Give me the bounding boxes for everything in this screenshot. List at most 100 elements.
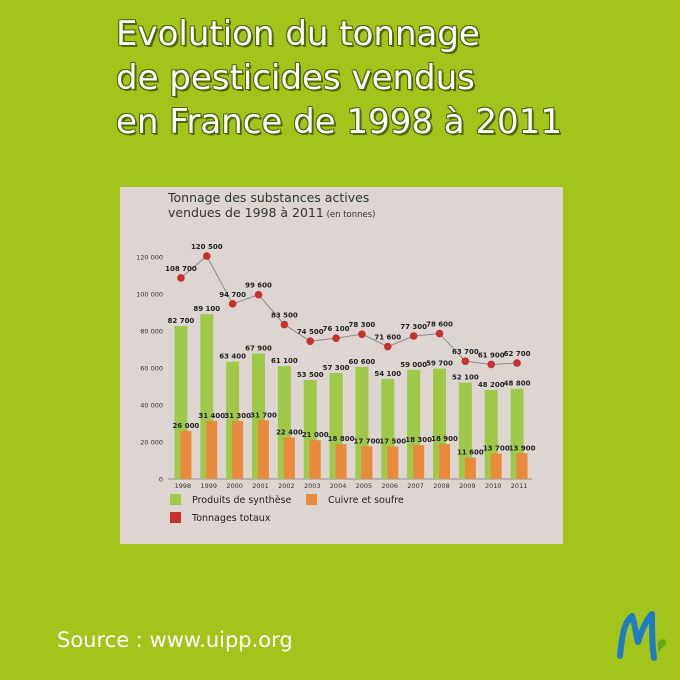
data-label-synthese: 59 000 — [400, 361, 427, 369]
x-tick-label: 2000 — [226, 482, 243, 490]
x-tick-label: 2003 — [304, 482, 321, 490]
data-label-totaux: 63 700 — [452, 348, 479, 356]
data-label-synthese: 82 700 — [168, 317, 195, 325]
point-tonnages-totaux — [228, 300, 237, 308]
point-tonnages-totaux — [409, 332, 418, 340]
title-line-1: Evolution du tonnage — [116, 14, 480, 54]
bar-cuivre-soufre — [283, 437, 295, 479]
data-label-totaux: 62 700 — [504, 350, 531, 358]
data-label-totaux: 83 500 — [271, 312, 298, 320]
y-tick-label: 120 000 — [136, 254, 163, 262]
bar-cuivre-soufre — [439, 444, 450, 479]
y-tick-label: 40 000 — [140, 402, 163, 410]
chart-panel: Tonnage des substances actives vendues de… — [120, 187, 563, 544]
legend-swatch — [170, 494, 181, 505]
data-label-synthese: 61 100 — [271, 357, 298, 365]
legend-label: Tonnages totaux — [191, 513, 271, 524]
data-label-cuivre: 31 300 — [224, 412, 251, 420]
bar-cuivre-soufre — [413, 445, 425, 479]
bar-cuivre-soufre — [309, 440, 321, 479]
page-title: Evolution du tonnage de pesticides vendu… — [116, 12, 636, 144]
point-tonnages-totaux — [435, 329, 444, 338]
bar-produits-synthese — [458, 382, 472, 479]
data-label-totaux: 120 500 — [191, 243, 223, 251]
data-label-synthese: 60 600 — [349, 358, 376, 366]
data-label-cuivre: 17 700 — [354, 437, 381, 445]
point-tonnages-totaux — [202, 252, 211, 260]
x-tick-label: 1999 — [201, 482, 218, 490]
x-tick-label: 2002 — [278, 482, 295, 490]
y-tick-label: 60 000 — [140, 365, 163, 373]
data-label-cuivre: 17 500 — [379, 438, 406, 446]
data-label-cuivre: 13 900 — [509, 444, 536, 452]
legend-swatch — [170, 512, 181, 523]
data-label-cuivre: 11 600 — [457, 449, 484, 457]
point-tonnages-totaux — [358, 330, 366, 338]
data-label-cuivre: 26 000 — [173, 422, 200, 430]
data-label-cuivre: 18 900 — [431, 435, 458, 443]
data-label-synthese: 48 800 — [504, 380, 531, 388]
bar-cuivre-soufre — [516, 453, 528, 479]
x-tick-label: 2010 — [485, 482, 502, 490]
data-label-cuivre: 18 800 — [328, 435, 355, 443]
chart-title: Tonnage des substances actives — [167, 190, 369, 205]
data-label-synthese: 59 700 — [426, 360, 453, 368]
title-line-3: en France de 1998 à 2011 — [116, 102, 562, 142]
x-tick-label: 2006 — [382, 482, 399, 490]
bar-cuivre-soufre — [180, 430, 192, 479]
bar-cuivre-soufre — [232, 421, 244, 479]
data-label-totaux: 78 600 — [426, 321, 453, 329]
chart-unit-note: (en tonnes) — [324, 210, 376, 220]
brand-logo-icon — [617, 611, 666, 661]
y-tick-label: 100 000 — [136, 291, 163, 299]
data-label-totaux: 76 100 — [323, 325, 350, 333]
point-tonnages-totaux — [332, 334, 340, 343]
point-tonnages-totaux — [383, 342, 392, 351]
data-label-synthese: 89 100 — [193, 305, 220, 313]
data-label-totaux: 99 600 — [245, 282, 272, 290]
bar-cuivre-soufre — [361, 446, 373, 479]
legend-label: Produits de synthèse — [192, 495, 291, 506]
data-label-totaux: 71 600 — [374, 334, 401, 342]
data-label-synthese: 67 900 — [245, 344, 272, 352]
legend-swatch — [306, 494, 317, 505]
data-label-totaux: 74 500 — [297, 328, 324, 336]
point-tonnages-totaux — [177, 274, 185, 282]
data-label-totaux: 94 700 — [219, 291, 246, 299]
bar-cuivre-soufre — [490, 453, 502, 479]
bar-cuivre-soufre — [464, 457, 476, 479]
point-tonnages-totaux — [513, 359, 521, 367]
data-label-cuivre: 31 700 — [250, 411, 277, 419]
data-label-synthese: 63 400 — [219, 353, 246, 361]
data-label-cuivre: 18 300 — [405, 436, 432, 444]
data-label-synthese: 53 500 — [297, 371, 324, 379]
y-tick-label: 80 000 — [140, 328, 163, 336]
x-tick-label: 2009 — [459, 482, 476, 490]
data-label-cuivre: 21 000 — [302, 431, 329, 439]
y-tick-label: 20 000 — [140, 439, 163, 447]
point-tonnages-totaux — [461, 357, 470, 365]
data-label-totaux: 61 900 — [478, 351, 505, 359]
title-line-2: de pesticides vendus — [116, 58, 475, 98]
data-label-synthese: 52 100 — [452, 374, 479, 382]
chart-title-line2: vendues de 1998 à 2011 (en tonnes) — [168, 205, 376, 220]
data-label-totaux: 78 300 — [349, 321, 376, 329]
x-tick-label: 2011 — [511, 482, 528, 490]
point-tonnages-totaux — [487, 360, 496, 369]
bar-cuivre-soufre — [335, 444, 347, 479]
bar-cuivre-soufre — [258, 420, 269, 479]
legend-label: Cuivre et soufre — [328, 495, 404, 506]
data-label-synthese: 54 100 — [374, 370, 401, 378]
point-tonnages-totaux — [254, 290, 263, 299]
data-label-cuivre: 31 400 — [198, 412, 225, 420]
x-tick-label: 2007 — [407, 482, 424, 490]
point-tonnages-totaux — [280, 320, 289, 329]
data-label-synthese: 57 300 — [323, 364, 350, 372]
bar-cuivre-soufre — [206, 420, 218, 479]
x-tick-label: 1998 — [175, 482, 192, 490]
x-tick-label: 2008 — [433, 482, 450, 490]
bar-cuivre-soufre — [387, 446, 399, 479]
data-label-cuivre: 13 700 — [483, 445, 510, 453]
data-label-totaux: 108 700 — [165, 265, 197, 273]
